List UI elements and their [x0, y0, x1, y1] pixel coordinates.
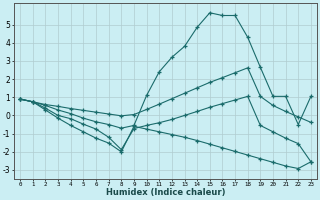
X-axis label: Humidex (Indice chaleur): Humidex (Indice chaleur)	[106, 188, 225, 197]
